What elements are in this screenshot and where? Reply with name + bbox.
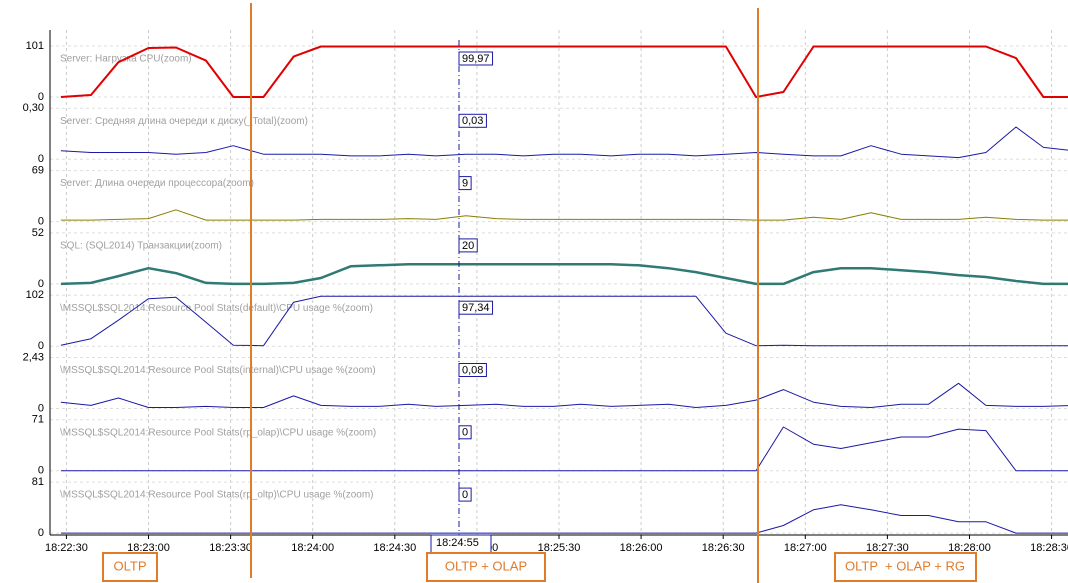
series-line: [60, 426, 1068, 472]
series-label: \MSSQL$SQL2014:Resource Pool Stats(rp_ol…: [60, 490, 373, 501]
series-line: [60, 382, 1068, 408]
y-tick-label: 0: [38, 527, 44, 539]
x-labels: 18:22:30 18:23:00 18:23:30 18:24:00 18:24:30…: [45, 535, 1068, 554]
annotation: OLTP + OLAP: [445, 558, 527, 573]
series-label: \MSSQL$SQL2014:Resource Pool Stats(rp_ol…: [60, 427, 376, 438]
y-tick-label: 71: [32, 414, 44, 426]
y-tick-label: 0: [38, 153, 44, 165]
y-tick-label: 0: [38, 216, 44, 228]
annotation-box: [102, 552, 158, 582]
cursor-value: 99,97: [462, 53, 490, 65]
series-line: [60, 263, 1068, 286]
series-line: [60, 295, 1068, 347]
x-tick-label: 18:23:00: [127, 542, 170, 554]
cursor-value-box: [458, 300, 494, 315]
series-line: [60, 209, 1068, 221]
x-tick-label: 18:28:00: [948, 542, 991, 554]
cursor-value: 0,08: [462, 364, 483, 376]
y-tick-label: 69: [32, 165, 44, 177]
x-tick-label: 18:26:30: [702, 542, 745, 554]
x-tick-label: 18:25:30: [538, 542, 581, 554]
cursor-value-box: [458, 238, 478, 253]
cursor-value: 97,34: [462, 302, 490, 314]
cursor-value: 9: [462, 178, 468, 190]
cursor-time: 18:24:55: [436, 537, 479, 549]
x-tick-label: 18:24:30: [373, 542, 416, 554]
annotation-box: [834, 552, 977, 582]
y-tick-label: 52: [32, 227, 44, 239]
y-tick-label: 0: [38, 340, 44, 352]
x-tick-label: 18:24:00: [291, 542, 334, 554]
y-tick-label: 0,30: [23, 102, 44, 114]
x-tick-label: 18:23:30: [209, 542, 252, 554]
cursor-value: 0: [462, 489, 468, 501]
y-tick-label: 0: [38, 278, 44, 290]
cursor-value: 0: [462, 427, 468, 439]
series-line: [60, 504, 1068, 534]
series-label: \MSSQL$SQL2014:Resource Pool Stats(inter…: [60, 365, 376, 376]
cursor-value: 20: [462, 240, 474, 252]
cursor-value-box: [458, 487, 472, 502]
annotation-box: [426, 552, 546, 582]
x-tick-label: 18:28:30: [1030, 542, 1068, 554]
series-label: Server: Средняя длина очереди к диску(_T…: [60, 116, 308, 127]
series-label: \MSSQL$SQL2014:Resource Pool Stats(defau…: [60, 303, 373, 314]
y-tick-label: 102: [26, 289, 44, 301]
x-tick-label: 18:27:00: [784, 542, 827, 554]
y-tick-label: 101: [26, 40, 44, 52]
y-tick-label: 2,43: [23, 351, 44, 363]
x-tick-label: 18:26:00: [620, 542, 663, 554]
series-label: SQL: (SQL2014) Транзакции(zoom): [60, 241, 222, 252]
y-tick-label: 81: [32, 476, 44, 488]
annotation: OLTP + OLAP + RG: [845, 558, 965, 573]
cursor-value: 0,03: [462, 115, 483, 127]
y-tick-label: 0: [38, 465, 44, 477]
y-tick-label: 0: [38, 402, 44, 414]
series-label: Server: Длина очереди процессора(zoom): [60, 178, 254, 189]
annotation: OLTP: [114, 558, 147, 573]
x-tick-label: 18:27:30: [866, 542, 909, 554]
series-line: [60, 45, 1068, 98]
y-tick-label: 0: [38, 91, 44, 103]
x-tick-label: 18:22:30: [45, 542, 88, 554]
series-line: [60, 126, 1068, 159]
